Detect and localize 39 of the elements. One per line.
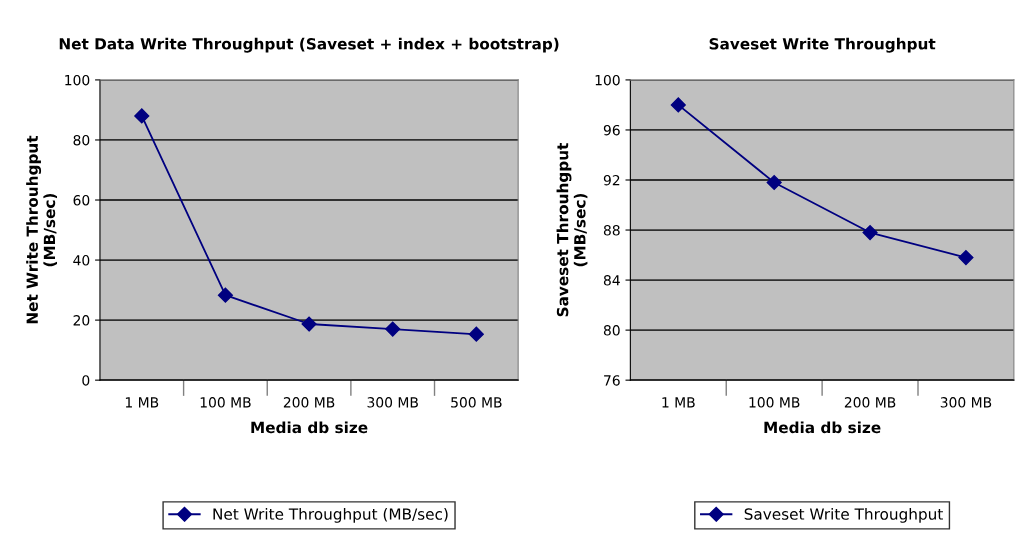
y-axis-title: Saveset Throuhgput (MB/sec) [556,142,588,317]
y-tick-label: 80 [603,325,620,336]
x-tick-label: 100 MB [200,397,251,408]
x-tick-label: 300 MB [367,397,418,408]
x-tick-label: 200 MB [283,397,335,408]
y-tick-label: 100 [65,74,90,86]
x-axis-title: Media db size [764,421,881,434]
y-tick-label: 0 [82,375,90,386]
y-tick-label: 100 [595,74,620,86]
point [958,249,974,266]
point [862,224,878,241]
y-tick-label: 80 [73,134,90,146]
x-tick-label: 300 MB [940,397,992,408]
point [468,326,484,342]
legend-label: Saveset Write Throughput [744,508,943,523]
x-tick-label: 1 MB [125,397,159,408]
x-tick-label: 500 MB [451,397,502,408]
x-tick-label: 100 MB [749,397,800,408]
chart-title: Saveset Write Throughput [709,37,936,53]
point [670,97,686,113]
y-tick-label: 96 [603,124,620,136]
point [134,108,150,124]
point [301,316,317,332]
y-tick-label: 76 [604,375,620,386]
point [217,287,233,303]
y-axis-title: Net Write Throuhgput (MB/sec) [26,135,58,324]
y-tick-label: 88 [603,225,620,236]
x-tick-label: 1 MB [662,397,695,408]
legend-label: Net Write Throughput (MB/sec) [213,508,448,523]
y-tick-label: 40 [73,255,90,266]
y-tick-label: 60 [73,194,90,206]
x-tick-label: 200 MB [844,397,896,408]
y-tick-label: 20 [73,315,90,326]
x-axis-title: Media db size [251,421,368,434]
point [385,321,401,337]
y-tick-label: 84 [603,275,620,286]
point [766,174,782,191]
y-tick-label: 92 [603,174,620,186]
chart-title: Net Data Write Throughput (Saveset + index + bootstrap) [59,37,559,53]
